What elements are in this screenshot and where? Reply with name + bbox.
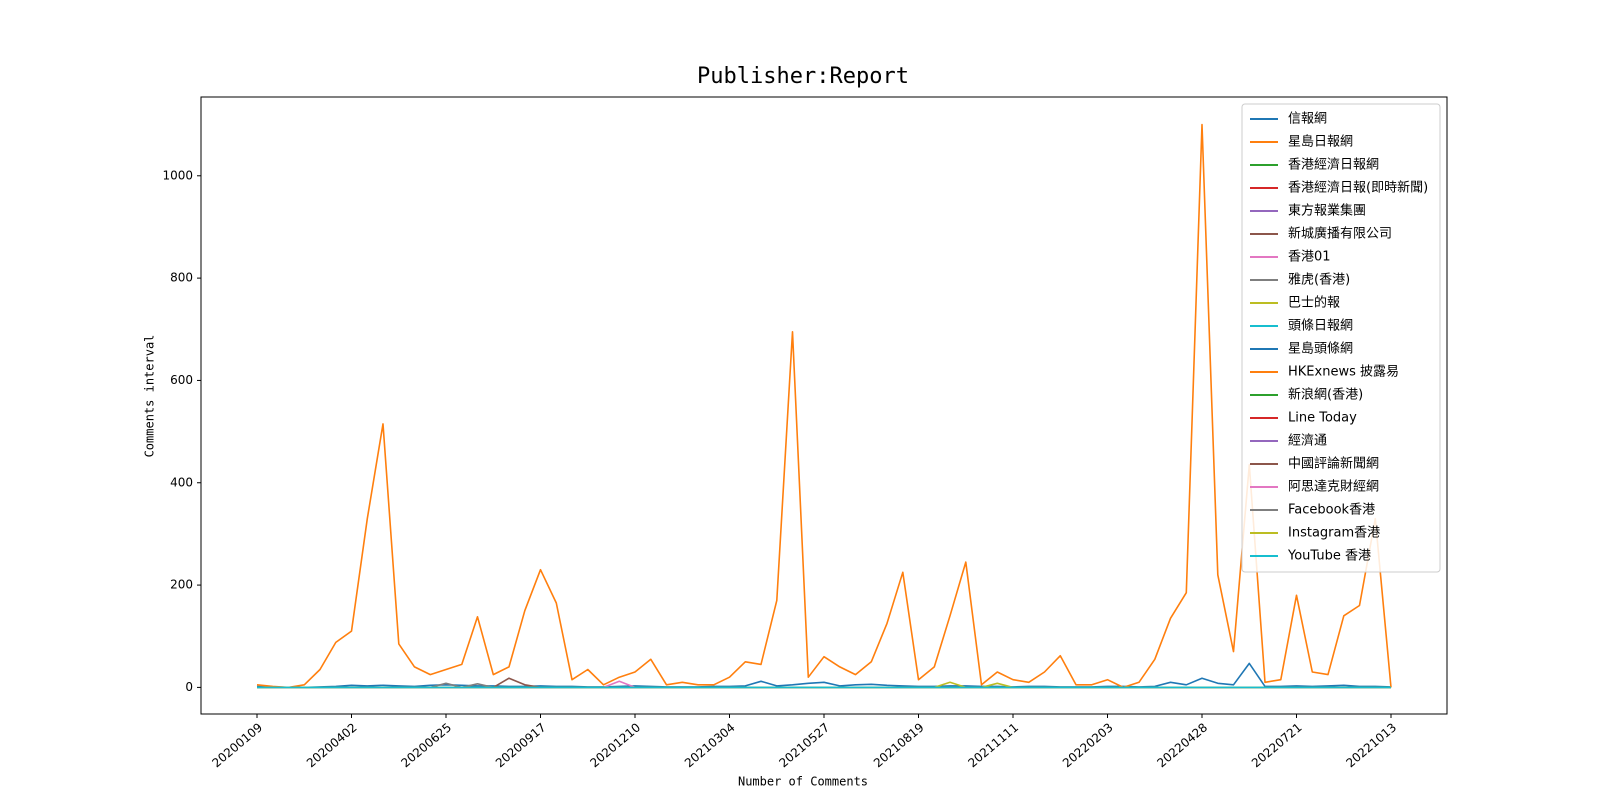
legend-label: 雅虎(香港): [1288, 273, 1350, 288]
legend-label: 頭條日報網: [1288, 319, 1353, 334]
y-axis-label: Comments interval: [143, 335, 157, 458]
x-axis-label: Number of Comments: [738, 775, 868, 789]
legend-label: 新城廣播有限公司: [1288, 226, 1392, 242]
y-tick-label: 400: [170, 475, 193, 489]
chart-title: Publisher:Report: [697, 64, 909, 89]
y-tick-label: 600: [170, 373, 193, 387]
legend-label: 星島日報網: [1288, 135, 1353, 150]
y-tick-label: 0: [185, 680, 193, 694]
legend-label: HKExnews 披露易: [1288, 365, 1399, 380]
legend-label: YouTube 香港: [1287, 549, 1371, 564]
legend-label: 香港01: [1288, 250, 1331, 265]
series-line: [256, 662, 1392, 689]
series-line: [256, 123, 1392, 689]
legend-label: 中國評論新聞網: [1288, 456, 1379, 472]
legend-label: 阿思達克財經網: [1288, 480, 1379, 495]
legend-label: Facebook香港: [1288, 503, 1375, 518]
legend-label: 香港經濟日報(即時新聞): [1288, 180, 1428, 196]
legend-label: 信報網: [1288, 112, 1327, 127]
y-tick-label: 1000: [162, 168, 193, 182]
legend-label: 星島頭條網: [1288, 342, 1353, 357]
y-tick-label: 800: [170, 271, 193, 285]
y-tick-label: 200: [170, 578, 193, 592]
legend-label: 巴士的報: [1288, 295, 1340, 311]
legend-label: 東方報業集團: [1288, 203, 1366, 219]
legend-box: [1241, 103, 1441, 573]
legend-label: 新浪網(香港): [1288, 387, 1363, 403]
plot-frame: [200, 96, 1448, 715]
legend-label: 經濟通: [1288, 433, 1327, 449]
legend-label: Line Today: [1288, 411, 1357, 426]
legend-label: Instagram香港: [1288, 526, 1380, 541]
legend-label: 香港經濟日報網: [1288, 157, 1379, 173]
